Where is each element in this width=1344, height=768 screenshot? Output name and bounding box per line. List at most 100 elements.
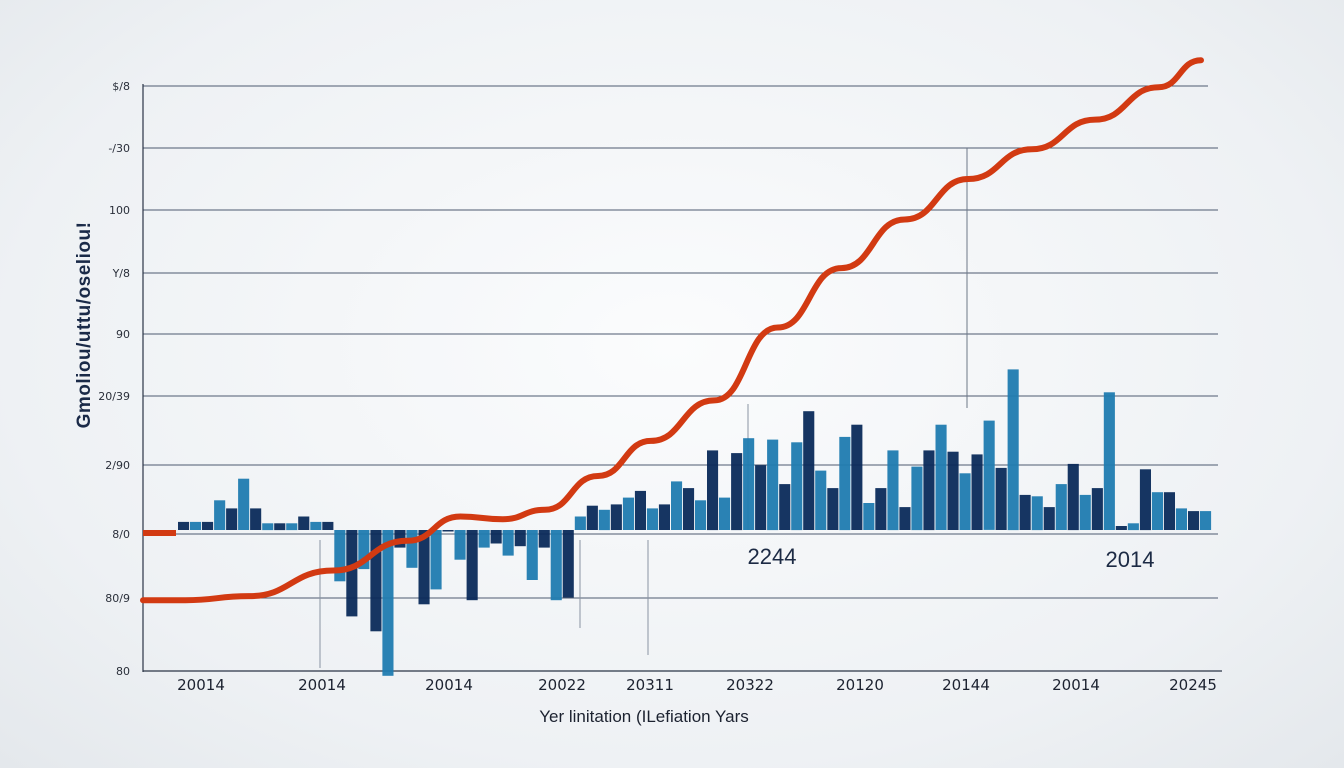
bar: [346, 530, 358, 617]
bar: [1019, 494, 1031, 530]
bar: [1188, 511, 1200, 530]
bar: [1103, 392, 1115, 530]
y-tick-label: -/30: [108, 142, 130, 155]
bar: [358, 530, 370, 570]
bar: [1115, 526, 1127, 530]
bar: [634, 490, 646, 530]
bar: [1175, 508, 1187, 530]
x-tick-label: 20014: [425, 676, 473, 694]
x-tick-label: 20245: [1169, 676, 1217, 694]
x-tick-label: 20144: [942, 676, 990, 694]
y-tick-label: 2/90: [105, 459, 130, 472]
bar: [911, 466, 923, 531]
bar: [430, 530, 442, 590]
bar: [178, 521, 190, 530]
x-tick-label: 20322: [726, 676, 774, 694]
bar: [490, 530, 502, 544]
bar: [707, 450, 719, 531]
bar: [815, 470, 827, 530]
bar: [1091, 488, 1103, 530]
y-tick-label: 20/39: [98, 390, 130, 403]
bar: [1127, 523, 1139, 531]
bar: [418, 530, 430, 605]
x-tick-label: 20022: [538, 676, 586, 694]
x-tick-label: 20014: [298, 676, 346, 694]
bar: [514, 530, 526, 547]
bar: [310, 521, 322, 530]
bar: [1007, 369, 1019, 531]
bar: [370, 530, 382, 632]
bar: [899, 507, 911, 530]
bar: [214, 500, 226, 530]
x-axis-label: Yer linitation (ILefiation Yars: [539, 707, 748, 726]
bar: [959, 473, 971, 530]
y-tick-label: 90: [116, 328, 130, 341]
annotation-1: 2244: [748, 544, 797, 569]
grid-lines: [143, 85, 1218, 599]
bar: [731, 453, 743, 531]
bar: [1067, 463, 1079, 531]
y-tick-label: 80/9: [105, 592, 130, 605]
bar: [947, 451, 959, 530]
bar: [382, 530, 394, 676]
bar: [935, 424, 947, 530]
bar: [226, 508, 238, 530]
x-tick-labels: 20014 20014 20014 20022 20311 20322 20120 20144…: [177, 676, 1217, 694]
annotation-2: 2014: [1106, 547, 1155, 572]
bar: [562, 530, 574, 598]
x-tick-label: 20014: [177, 676, 225, 694]
y-axis-label: Gmoliou/uttu/oseliou!: [74, 222, 95, 429]
bar: [1151, 492, 1163, 530]
bar: [622, 497, 634, 530]
bar: [1163, 492, 1175, 530]
bar: [190, 521, 202, 530]
bar: [262, 523, 274, 531]
y-tick-label: 100: [109, 204, 130, 217]
bar: [839, 436, 851, 531]
y-tick-label: 80: [116, 665, 130, 678]
bar: [851, 424, 863, 530]
bar: [983, 420, 995, 530]
bar: [743, 438, 755, 530]
bar: [995, 467, 1007, 530]
bar: [1043, 507, 1055, 530]
bar: [827, 488, 839, 530]
bar: [598, 509, 610, 531]
bar-series: [178, 369, 1212, 676]
bar: [863, 503, 875, 530]
bar: [502, 530, 514, 556]
bar: [1139, 469, 1151, 531]
bar: [454, 530, 466, 560]
bar: [875, 488, 887, 530]
x-tick-label: 20014: [1052, 676, 1100, 694]
bar: [202, 521, 214, 530]
bar: [334, 530, 346, 582]
bar: [538, 530, 550, 548]
bar: [286, 523, 298, 531]
bar: [971, 454, 983, 530]
bar: [322, 521, 334, 530]
bar: [1031, 496, 1043, 531]
x-tick-label: 20311: [626, 676, 674, 694]
bar: [1055, 484, 1067, 530]
bar: [803, 411, 815, 530]
bar: [610, 504, 622, 530]
bar: [238, 478, 250, 530]
bar: [250, 508, 262, 530]
bar: [671, 481, 683, 530]
bar: [755, 465, 767, 530]
y-tick-label: Y/8: [112, 267, 130, 280]
bar: [887, 450, 899, 531]
bar: [719, 497, 731, 530]
bar: [658, 504, 670, 530]
y-tick-label: $/8: [112, 80, 130, 93]
bar: [574, 516, 586, 530]
bar: [586, 505, 598, 530]
bar: [550, 530, 562, 601]
y-tick-labels: $/8 -/30 100 Y/8 90 20/39 2/90 8/0 80/9 80: [98, 80, 130, 678]
bar: [466, 530, 478, 601]
trend-line: [140, 57, 1204, 604]
bar: [767, 439, 779, 531]
bar: [683, 488, 695, 530]
